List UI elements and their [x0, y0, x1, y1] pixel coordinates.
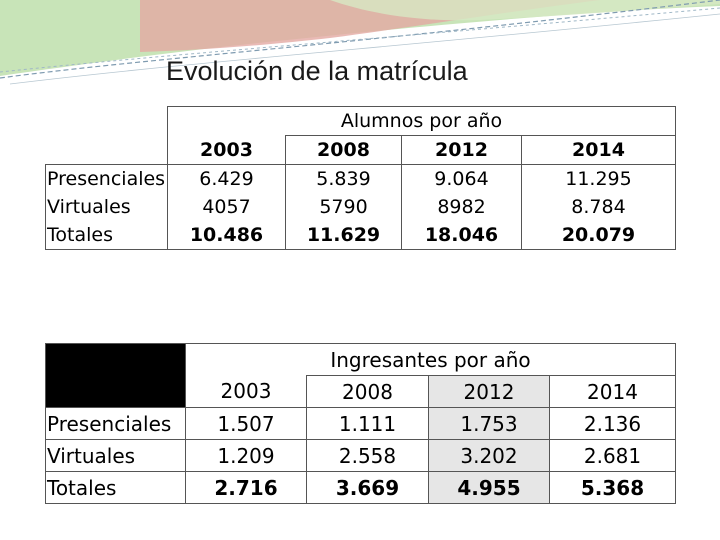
table-cell: 11.629 [285, 221, 402, 250]
table-cell: 20.079 [521, 221, 676, 250]
black-header-cell [45, 343, 186, 408]
table-row: Presenciales 6.429 5.839 9.064 11.295 [45, 164, 676, 193]
ingresantes-table: Ingresantes por año 2003 2008 2012 2014 … [45, 343, 676, 504]
year-header: 2014 [549, 375, 676, 408]
table-cell: 1.111 [306, 407, 429, 440]
table-cell: 6.429 [167, 164, 286, 193]
slide-title: Evolución de la matrícula [166, 56, 468, 86]
table-cell: 5.839 [285, 164, 402, 193]
table-cell: 2.716 [185, 471, 307, 504]
alumnos-table: Alumnos por año 2003 2008 2012 2014 Pres… [45, 106, 676, 250]
row-label: Totales [45, 221, 168, 250]
year-header: 2003 [185, 375, 307, 408]
table-row: Totales 2.716 3.669 4.955 5.368 [45, 471, 676, 504]
table-row: Totales 10.486 11.629 18.046 20.079 [45, 221, 676, 250]
table-cell: 1.209 [185, 439, 307, 472]
table-row: Virtuales 4057 5790 8982 8.784 [45, 193, 676, 221]
row-label: Virtuales [45, 439, 186, 472]
table-cell: 1.507 [185, 407, 307, 440]
table-cell: 8.784 [521, 193, 676, 221]
table-cell: 18.046 [401, 221, 522, 250]
table-cell: 2.558 [306, 439, 429, 472]
row-label: Presenciales [45, 164, 168, 193]
table-cell: 8982 [401, 193, 522, 221]
header-decoration [0, 0, 720, 85]
year-header: 2012 [428, 375, 550, 408]
year-header: 2012 [401, 135, 522, 165]
year-header: 2003 [167, 135, 286, 165]
row-label: Virtuales [45, 193, 168, 221]
table-cell: 10.486 [167, 221, 286, 250]
alumnos-header: Alumnos por año [167, 106, 676, 136]
table-cell: 3.202 [428, 439, 550, 472]
table-cell: 2.136 [549, 407, 676, 440]
table-cell: 4.955 [428, 471, 550, 504]
table-cell: 9.064 [401, 164, 522, 193]
table-row: Presenciales 1.507 1.111 1.753 2.136 [45, 407, 676, 440]
table-row: Virtuales 1.209 2.558 3.202 2.681 [45, 439, 676, 472]
table-cell: 5.368 [549, 471, 676, 504]
table-cell: 3.669 [306, 471, 429, 504]
table-cell: 2.681 [549, 439, 676, 472]
table-cell: 11.295 [521, 164, 676, 193]
row-label: Totales [45, 471, 186, 504]
year-header: 2008 [306, 375, 429, 408]
table-cell: 4057 [167, 193, 286, 221]
year-header: 2014 [521, 135, 676, 165]
row-label: Presenciales [45, 407, 186, 440]
table-cell: 1.753 [428, 407, 550, 440]
ingresantes-header: Ingresantes por año [185, 343, 676, 376]
table-cell: 5790 [285, 193, 402, 221]
year-header: 2008 [285, 135, 402, 165]
